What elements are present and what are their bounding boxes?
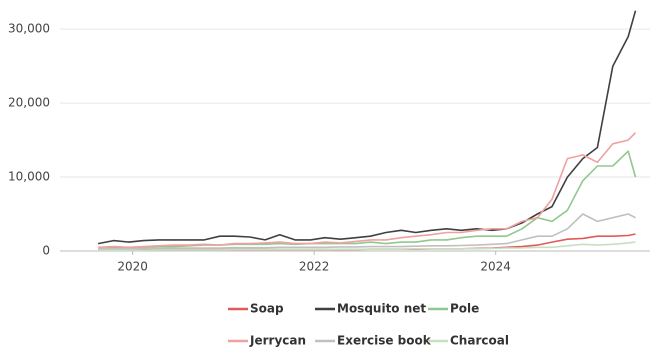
x-tick-label: 2024 [480, 260, 511, 274]
legend-label: Exercise book [337, 334, 432, 348]
series-line [98, 241, 636, 252]
legend-label: Charcoal [450, 334, 509, 348]
x-tick-label: 2020 [117, 260, 148, 274]
legend-label: Pole [450, 302, 479, 316]
series-line [97, 10, 637, 245]
y-tick-label: 30,000 [8, 22, 50, 36]
legend-label: Soap [250, 302, 284, 316]
legend-label: Jerrycan [249, 334, 306, 348]
legend-label: Mosquito net [337, 302, 426, 316]
x-tick-label: 2022 [299, 260, 330, 274]
series-line [98, 132, 637, 249]
series-line [98, 213, 636, 250]
y-tick-label: 10,000 [8, 170, 50, 184]
y-tick-label: 0 [42, 244, 50, 258]
y-tick-label: 20,000 [8, 96, 50, 110]
